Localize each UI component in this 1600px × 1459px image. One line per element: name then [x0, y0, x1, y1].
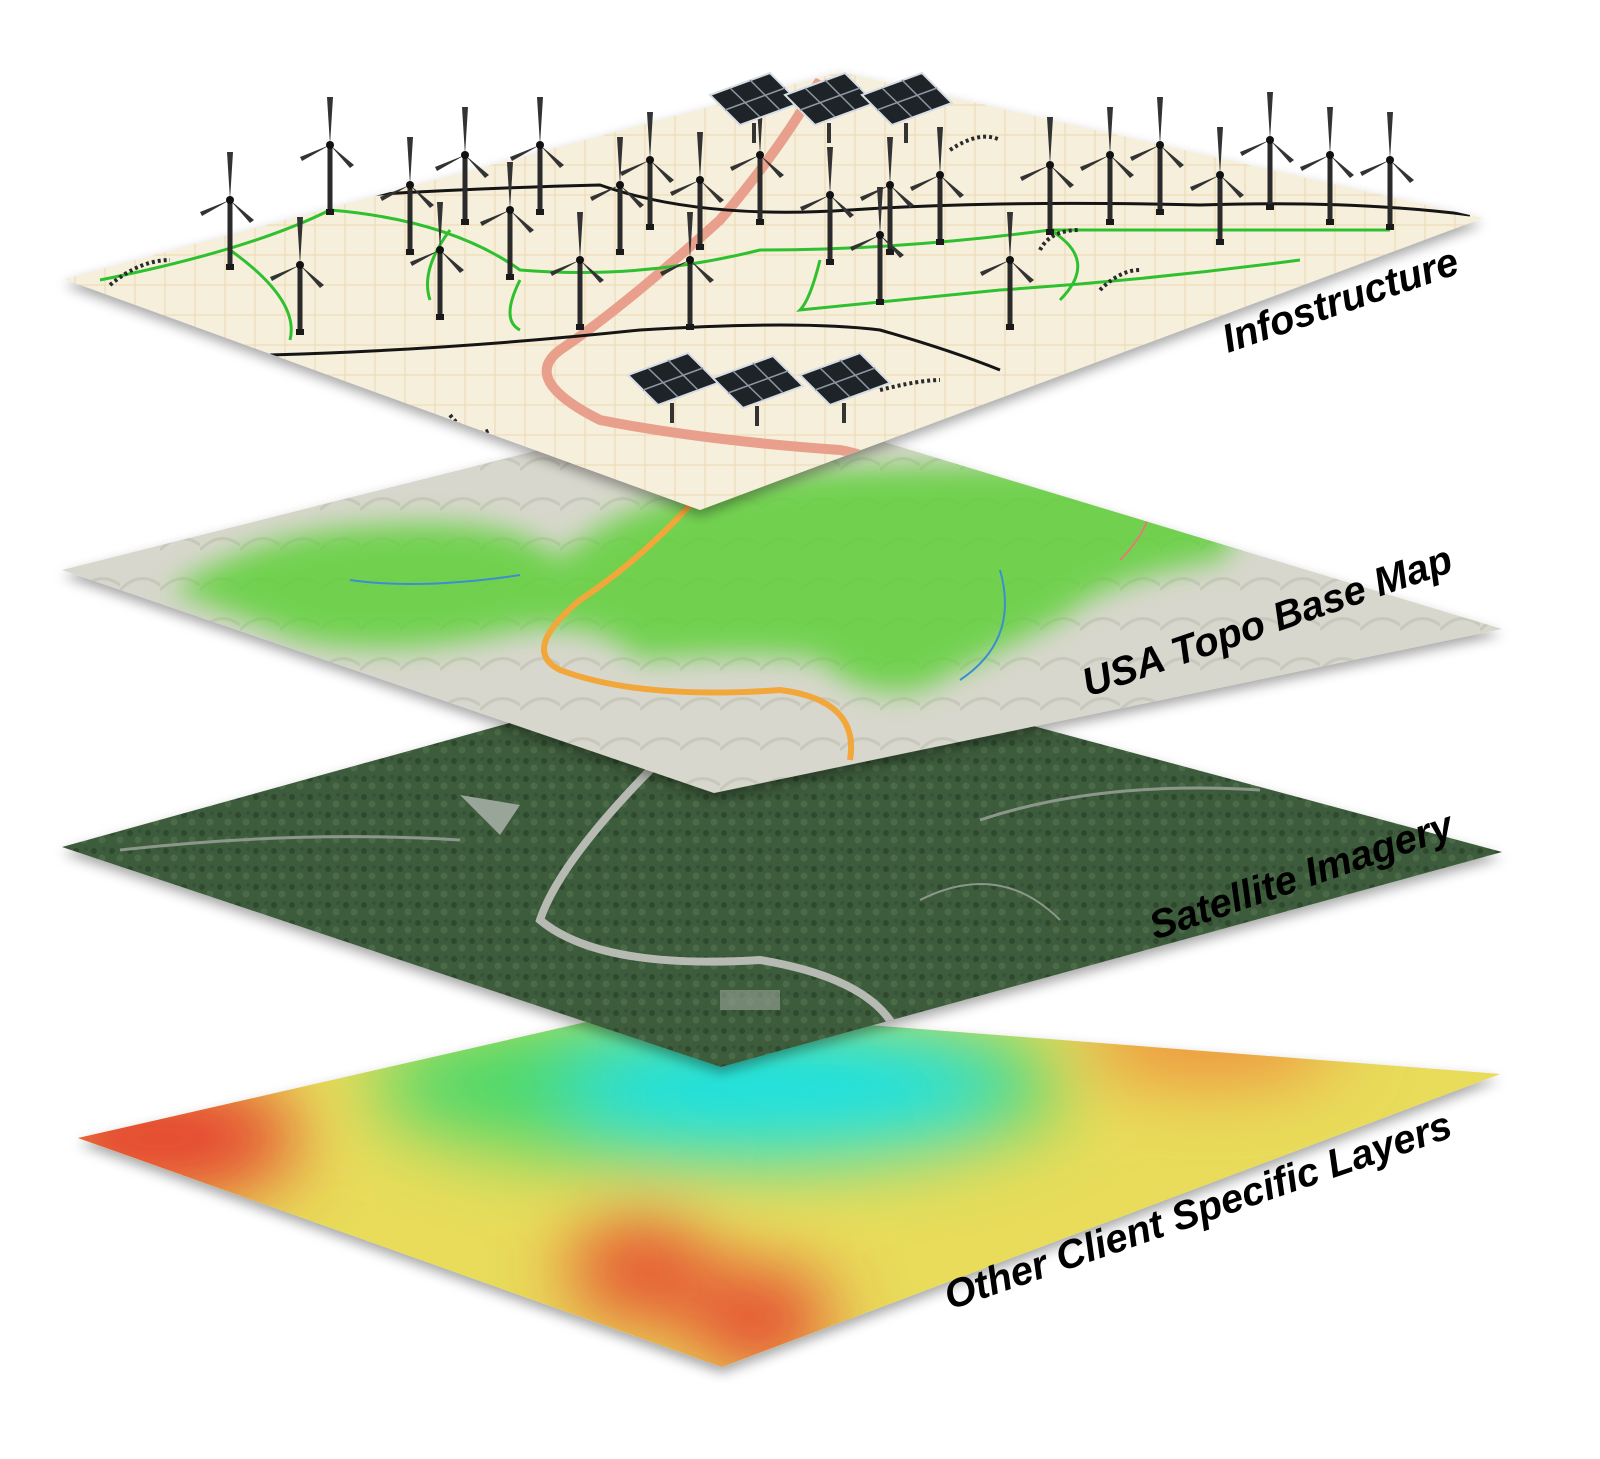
wind-turbine-icon	[300, 97, 354, 215]
satellite-plane	[62, 653, 1502, 1067]
topo-plane	[62, 399, 1502, 793]
infrastructure-plane	[64, 72, 1483, 510]
